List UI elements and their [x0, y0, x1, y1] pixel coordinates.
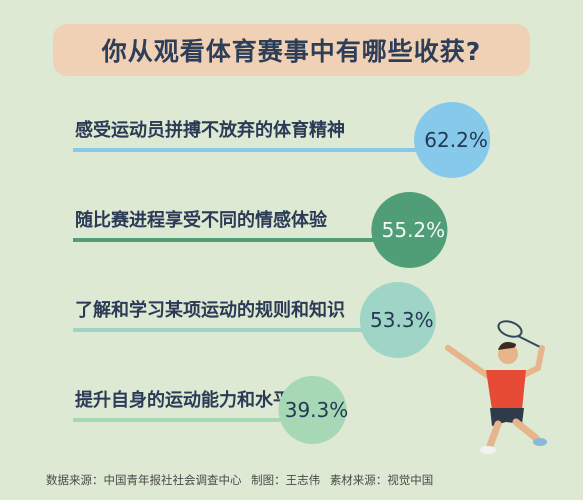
value-bubble-3 — [278, 376, 347, 444]
value-label-0: 62.2% — [424, 128, 488, 152]
category-label-0: 感受运动员拼搏不放弃的体育精神 — [75, 119, 345, 141]
title-box: 你从观看体育赛事中有哪些收获? — [53, 24, 530, 76]
category-label-1: 随比赛进程享受不同的情感体验 — [75, 209, 328, 231]
value-label-2: 53.3% — [370, 308, 434, 332]
value-label-1: 55.2% — [382, 218, 446, 242]
footer-material: 素材来源：视觉中国 — [329, 473, 434, 487]
badminton-player-illustration — [445, 320, 547, 454]
value-bubble-1 — [371, 192, 448, 268]
footer-made-by: 制图：王志伟 — [251, 473, 321, 487]
footer: 数据来源：中国青年报社社会调查中心 制图：王志伟 素材来源：视觉中国 — [46, 472, 439, 488]
value-bubble-0 — [414, 102, 491, 178]
footer-source: 数据来源：中国青年报社社会调查中心 — [46, 473, 242, 487]
value-bubble-2 — [359, 282, 436, 358]
chart-title: 你从观看体育赛事中有哪些收获? — [101, 37, 482, 66]
category-label-3: 提升自身的运动能力和水平 — [75, 389, 291, 411]
category-label-2: 了解和学习某项运动的规则和知识 — [75, 299, 345, 321]
value-label-3: 39.3% — [285, 398, 349, 422]
